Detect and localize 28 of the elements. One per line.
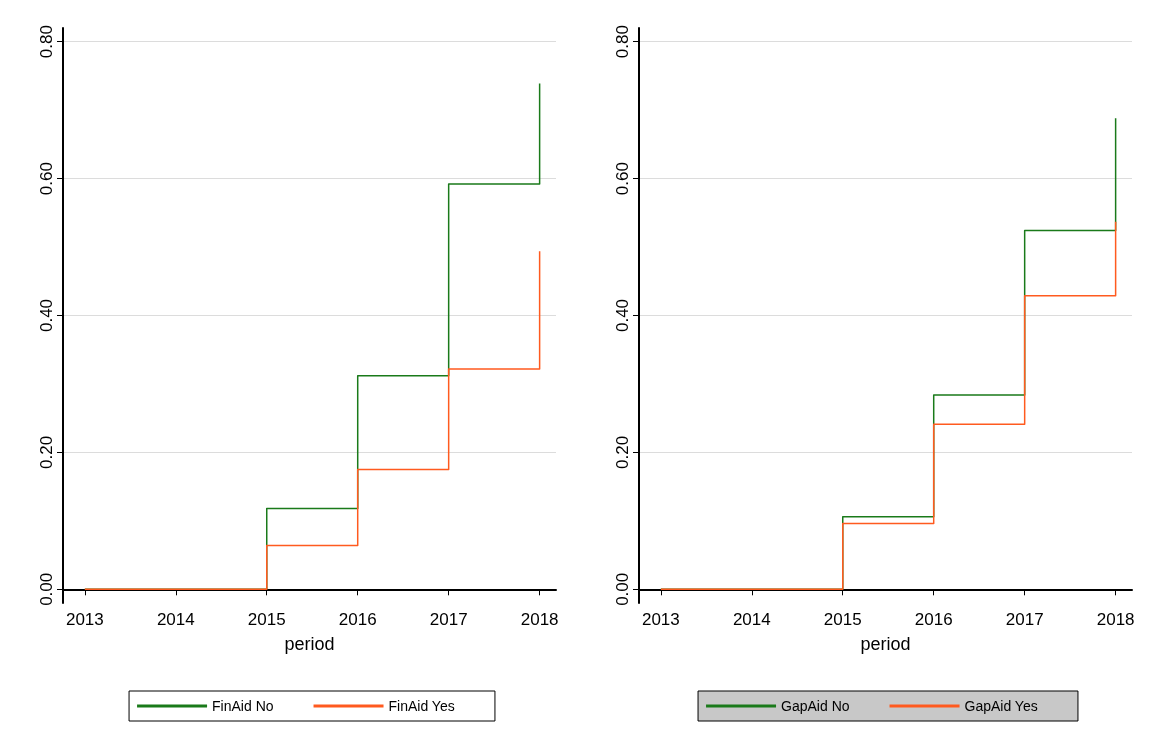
x-tick-label: 2013 bbox=[641, 610, 680, 629]
legend-label: FinAid Yes bbox=[388, 698, 455, 714]
x-tick-label: 2016 bbox=[914, 610, 953, 629]
y-tick-label: 0.60 bbox=[613, 162, 632, 196]
x-tick-label: 2015 bbox=[823, 610, 862, 629]
legend-label: FinAid No bbox=[212, 698, 274, 714]
x-tick-label: 2015 bbox=[247, 610, 286, 629]
legend-label: GapAid No bbox=[781, 698, 850, 714]
x-tick-label: 2018 bbox=[1096, 610, 1135, 629]
y-tick-label: 0.00 bbox=[37, 572, 56, 606]
x-tick-label: 2014 bbox=[732, 610, 771, 629]
x-axis-title: period bbox=[284, 634, 335, 654]
y-tick-label: 0.20 bbox=[37, 435, 56, 469]
y-tick-label: 0.20 bbox=[613, 435, 632, 469]
y-tick-label: 0.80 bbox=[37, 25, 56, 59]
y-tick-label: 0.80 bbox=[613, 25, 632, 59]
y-tick-label: 0.40 bbox=[37, 298, 56, 333]
x-axis-title: period bbox=[860, 634, 911, 654]
y-tick-label: 0.60 bbox=[37, 162, 56, 196]
legend-label: GapAid Yes bbox=[964, 698, 1038, 714]
y-tick-label: 0.40 bbox=[613, 298, 632, 333]
y-tick-label: 0.00 bbox=[613, 572, 632, 606]
x-tick-label: 2017 bbox=[1005, 610, 1044, 629]
x-tick-label: 2014 bbox=[156, 610, 195, 629]
x-tick-label: 2016 bbox=[338, 610, 377, 629]
x-tick-label: 2017 bbox=[429, 610, 468, 629]
x-tick-label: 2018 bbox=[520, 610, 559, 629]
x-tick-label: 2013 bbox=[65, 610, 104, 629]
